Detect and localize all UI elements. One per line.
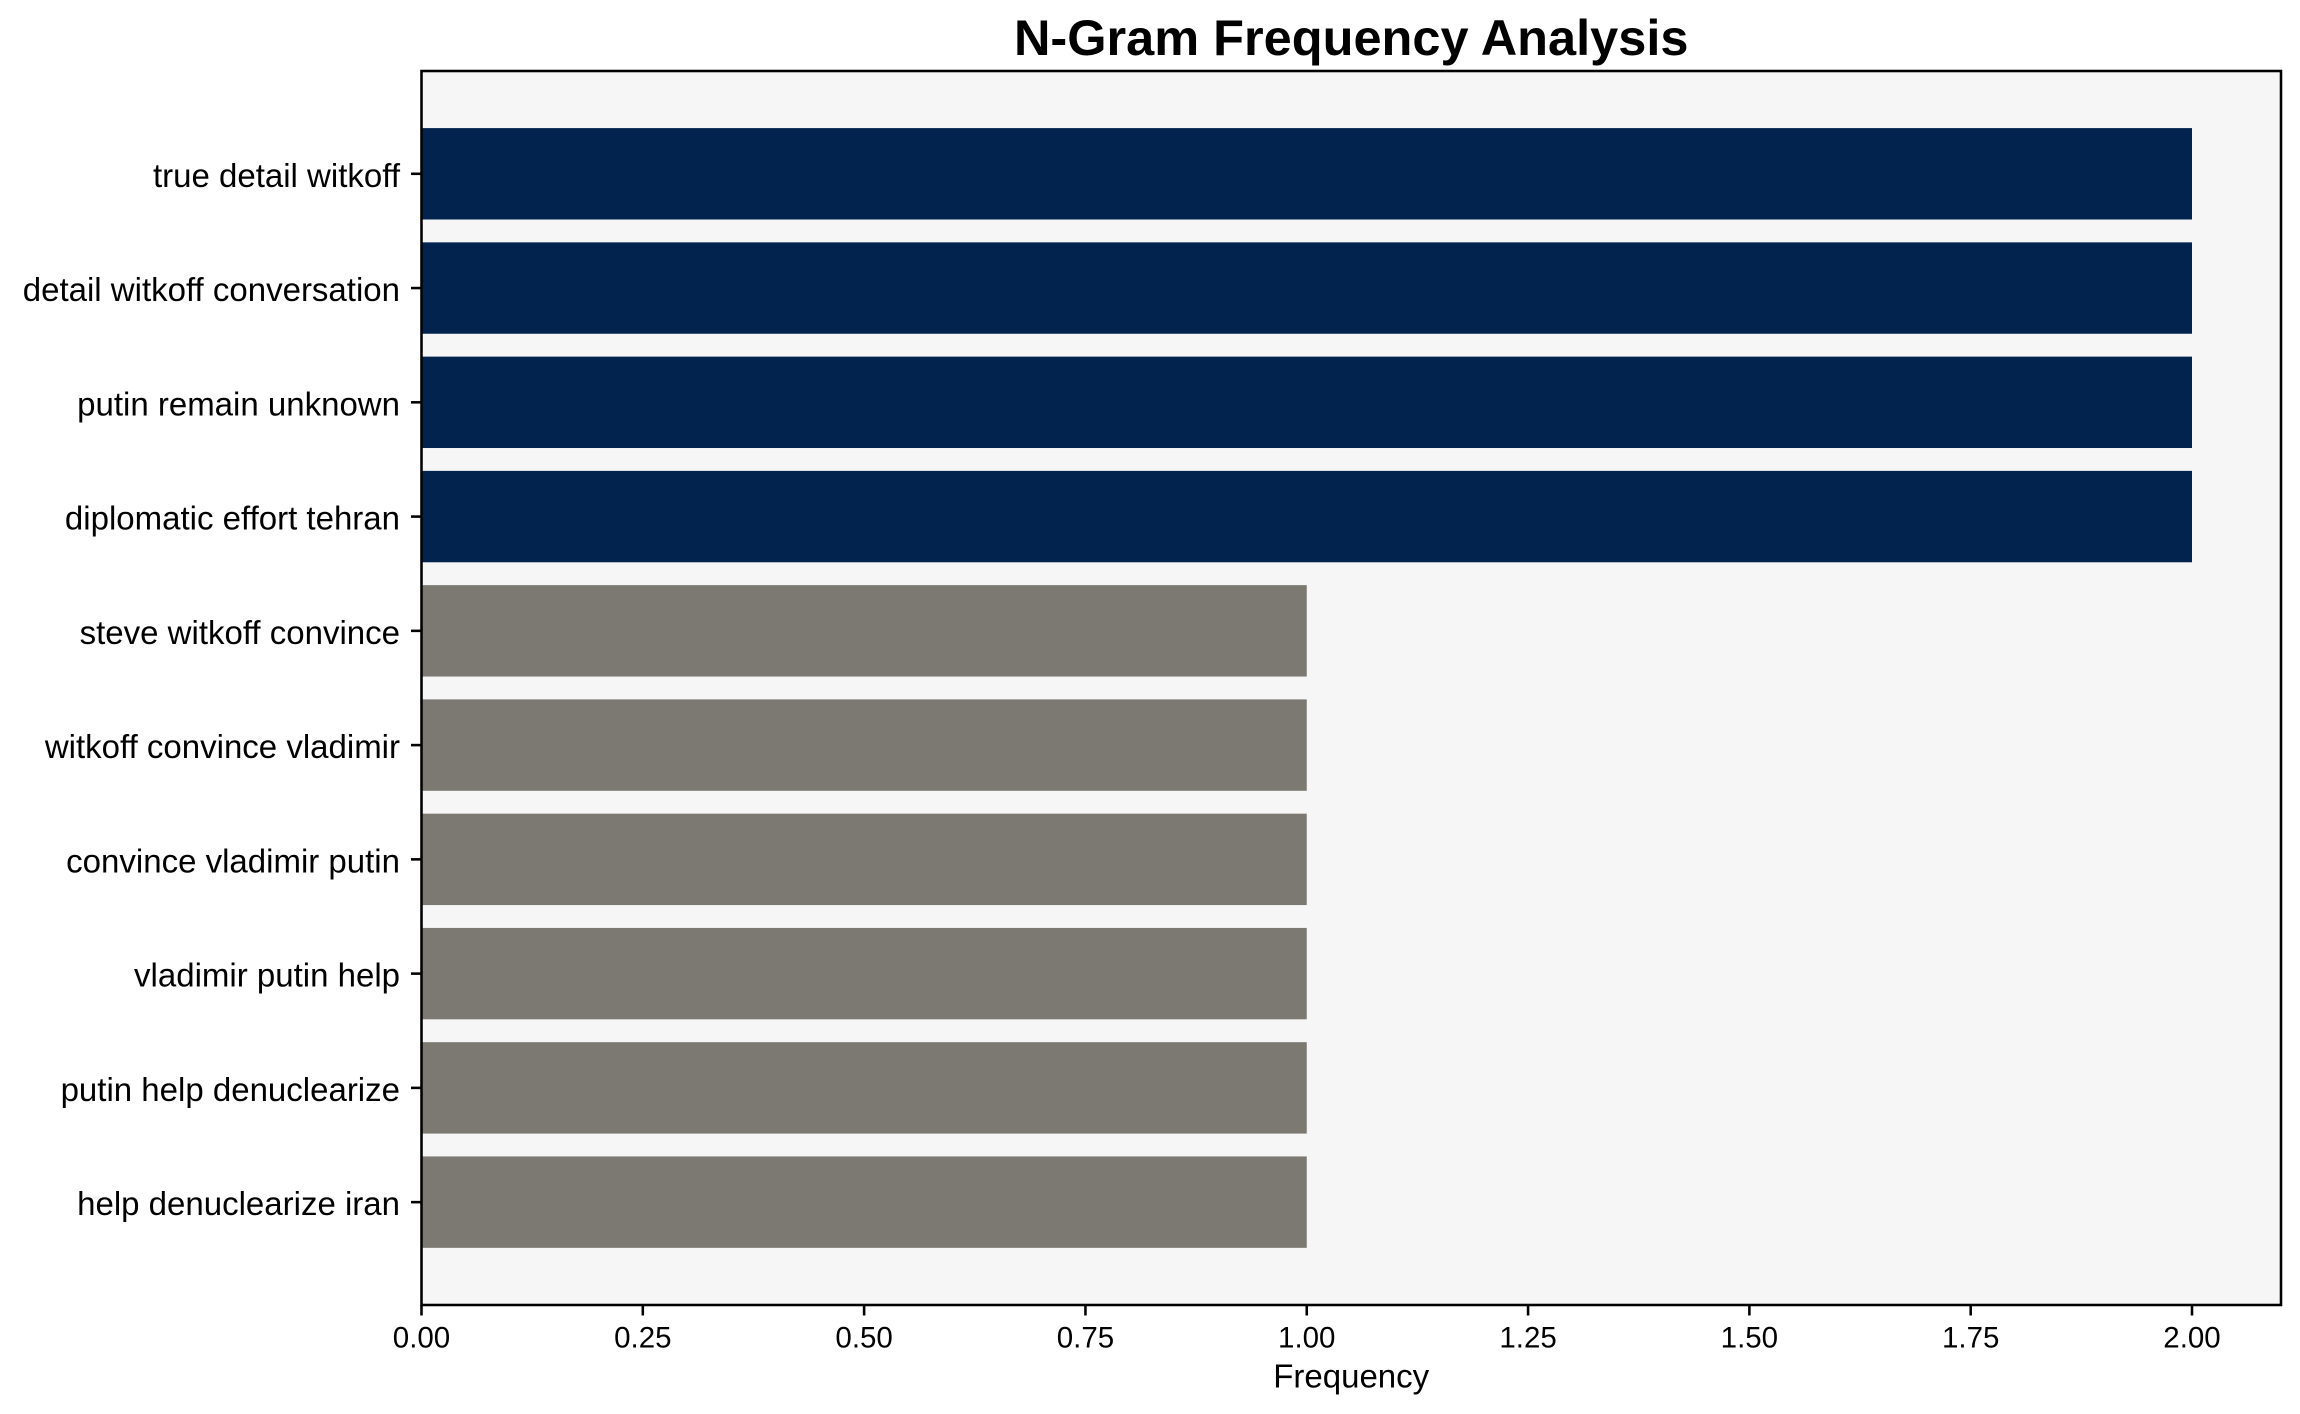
svg-text:Frequency: Frequency [1273,1358,1429,1395]
svg-text:0.00: 0.00 [393,1322,450,1355]
svg-text:vladimir putin help: vladimir putin help [134,957,400,994]
svg-text:1.25: 1.25 [1499,1322,1556,1355]
svg-text:2.00: 2.00 [2163,1322,2220,1355]
svg-text:1.50: 1.50 [1721,1322,1778,1355]
svg-text:diplomatic effort tehran: diplomatic effort tehran [65,500,400,537]
svg-text:putin help denuclearize: putin help denuclearize [61,1071,400,1108]
svg-text:0.75: 0.75 [1057,1322,1114,1355]
svg-text:0.50: 0.50 [835,1322,892,1355]
svg-text:convince vladimir putin: convince vladimir putin [66,842,400,879]
svg-text:1.00: 1.00 [1278,1322,1335,1355]
svg-text:N-Gram Frequency Analysis: N-Gram Frequency Analysis [1014,9,1689,66]
svg-text:putin remain unknown: putin remain unknown [77,385,400,422]
svg-text:true detail witkoff: true detail witkoff [153,157,401,194]
svg-text:help denuclearize iran: help denuclearize iran [77,1185,400,1222]
svg-text:witkoff convince vladimir: witkoff convince vladimir [44,728,400,765]
svg-text:steve witkoff convince: steve witkoff convince [80,614,400,651]
svg-text:detail witkoff conversation: detail witkoff conversation [23,271,400,308]
svg-text:0.25: 0.25 [614,1322,671,1355]
svg-text:1.75: 1.75 [1942,1322,1999,1355]
